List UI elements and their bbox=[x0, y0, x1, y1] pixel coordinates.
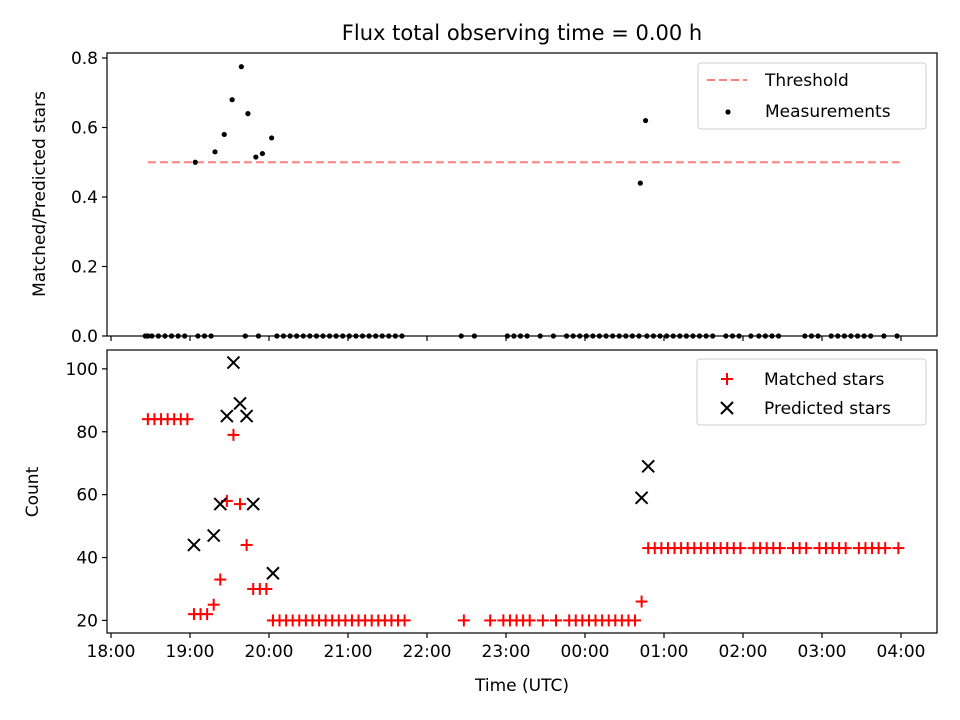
top-y-axis-label: Matched/Predicted stars bbox=[30, 91, 50, 297]
predicted-star-point bbox=[634, 491, 649, 505]
matched-star-point bbox=[800, 542, 813, 555]
bottom-legend: Matched stars Predicted stars bbox=[696, 358, 927, 426]
top-y-tick-label: 0.2 bbox=[71, 258, 98, 278]
matched-star-point bbox=[398, 614, 411, 627]
matched-star-point bbox=[214, 573, 227, 586]
measurement-point bbox=[212, 149, 218, 155]
measurement-point bbox=[221, 131, 227, 138]
top-y-tick-label: 0.4 bbox=[71, 188, 98, 208]
chart-title: Flux total observing time = 0.00 h bbox=[342, 21, 702, 45]
x-tick-label: 01:00 bbox=[640, 642, 689, 662]
matched-star-point bbox=[201, 608, 214, 621]
matched-star-point bbox=[260, 582, 273, 595]
matched-star-point bbox=[484, 614, 497, 627]
x-tick-label: 02:00 bbox=[719, 642, 768, 662]
matched-star-point bbox=[550, 614, 563, 627]
x-tick-label: 19:00 bbox=[166, 642, 215, 662]
x-axis-label: Time (UTC) bbox=[474, 676, 569, 696]
matched-star-point bbox=[734, 542, 747, 555]
legend-matched-label: Matched stars bbox=[764, 370, 884, 390]
bottom-y-ticks: 20 40 60 80 100 bbox=[66, 360, 107, 631]
legend-measurements-swatch bbox=[725, 109, 731, 115]
bottom-marks bbox=[141, 355, 905, 627]
bottom-x-ticks: 18:00 19:00 20:00 21:00 22:00 23:00 00:00 01:00… bbox=[87, 633, 926, 662]
x-tick-label: 22:00 bbox=[403, 642, 452, 662]
bottom-legend-box bbox=[696, 358, 927, 426]
x-tick-label: 03:00 bbox=[798, 642, 847, 662]
predicted-star-point bbox=[641, 459, 655, 474]
x-tick-label: 20:00 bbox=[245, 642, 294, 662]
x-tick-label: 21:00 bbox=[324, 642, 373, 662]
measurement-point bbox=[637, 180, 643, 186]
top-axes-frame bbox=[106, 52, 938, 337]
top-x-ticks bbox=[110, 336, 902, 341]
measurement-point bbox=[229, 97, 235, 103]
matched-star-point bbox=[892, 542, 905, 555]
matched-star-point bbox=[457, 614, 470, 627]
bottom-y-tick-label: 100 bbox=[66, 360, 98, 380]
legend-measurements-label: Measurements bbox=[765, 102, 891, 122]
predicted-star-point bbox=[187, 538, 201, 552]
bottom-panel: 20 40 60 80 100 18:00 19:00 20:00 21:00 22:00 23:… bbox=[23, 349, 938, 696]
predicted-star-point bbox=[226, 355, 241, 370]
predicted-star-point bbox=[246, 497, 260, 511]
x-tick-label: 00:00 bbox=[561, 642, 610, 662]
matched-star-point bbox=[234, 498, 247, 511]
matched-star-point bbox=[773, 542, 786, 555]
legend-predicted-swatch bbox=[720, 401, 734, 415]
predicted-star-point bbox=[266, 566, 280, 580]
top-legend: Threshold Measurements bbox=[697, 62, 927, 130]
measurement-point bbox=[259, 150, 266, 157]
bottom-y-tick-label: 40 bbox=[76, 549, 98, 569]
legend-predicted-label: Predicted stars bbox=[764, 399, 891, 419]
matched-star-point bbox=[181, 413, 194, 426]
predicted-star-point bbox=[233, 396, 247, 411]
measurement-point bbox=[642, 117, 649, 124]
predicted-star-point bbox=[213, 497, 227, 511]
measurement-point bbox=[192, 159, 198, 165]
top-y-tick-label: 0.0 bbox=[71, 327, 98, 347]
predicted-star-point bbox=[239, 409, 254, 423]
bottom-y-axis-label: Count bbox=[23, 466, 43, 517]
matched-star-point bbox=[635, 595, 648, 608]
bottom-y-tick-label: 60 bbox=[76, 486, 98, 506]
predicted-star-point bbox=[220, 409, 234, 423]
matched-star-point bbox=[207, 598, 220, 611]
matched-star-point bbox=[879, 542, 892, 555]
legend-threshold-label: Threshold bbox=[764, 71, 849, 91]
bottom-y-tick-label: 20 bbox=[76, 611, 98, 631]
bottom-y-tick-label: 80 bbox=[76, 423, 98, 443]
predicted-star-point bbox=[206, 528, 221, 543]
top-y-tick-label: 0.6 bbox=[71, 119, 98, 139]
top-y-tick-label: 0.8 bbox=[71, 49, 98, 69]
measurement-point bbox=[253, 154, 259, 160]
matched-star-point bbox=[227, 428, 240, 441]
top-panel: 0.00.20.40.60.8 Matched/Predicted stars … bbox=[30, 49, 938, 347]
matched-star-point bbox=[240, 538, 253, 551]
matched-star-point bbox=[536, 614, 549, 627]
x-tick-label: 18:00 bbox=[87, 642, 136, 662]
legend-matched-swatch bbox=[721, 373, 733, 385]
x-tick-label: 04:00 bbox=[877, 642, 926, 662]
measurement-point bbox=[238, 64, 244, 70]
measurement-point bbox=[269, 135, 275, 141]
top-y-ticks: 0.0 0.2 0.4 0.6 0.8 bbox=[71, 49, 107, 347]
top-legend-box bbox=[697, 62, 927, 130]
matched-star-point bbox=[839, 542, 852, 555]
matched-star-point bbox=[523, 614, 536, 627]
measurement-point bbox=[245, 111, 251, 117]
x-tick-label: 23:00 bbox=[482, 642, 531, 662]
matched-star-point bbox=[629, 614, 642, 627]
bottom-axes-frame bbox=[106, 349, 938, 634]
